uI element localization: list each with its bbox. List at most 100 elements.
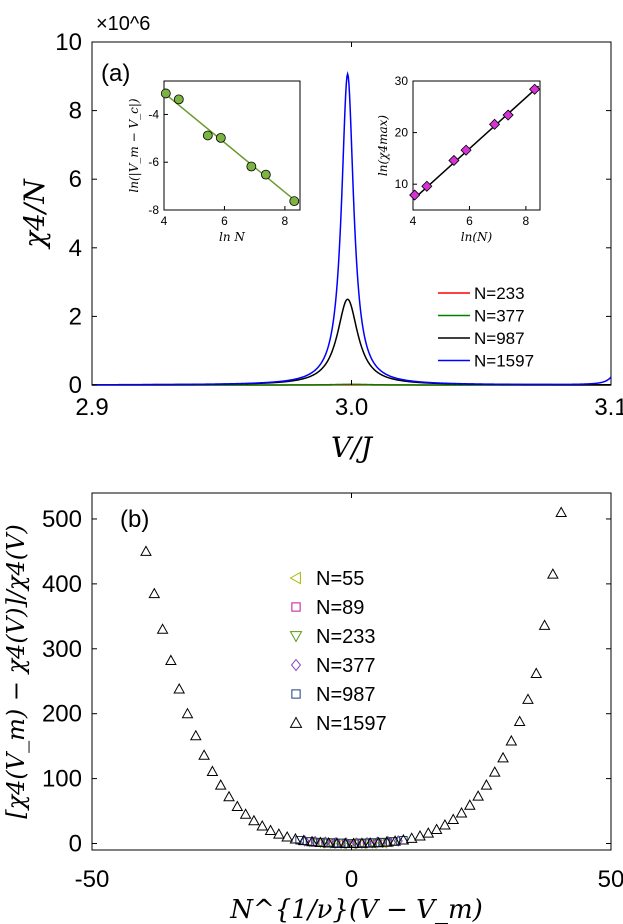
point-n-1597 [405, 832, 418, 843]
point-n-1597 [530, 667, 543, 678]
point-n-1597 [472, 790, 484, 801]
y-tick-label: 400 [42, 571, 82, 598]
inset-y-tick-label: 30 [395, 74, 409, 88]
inset-log-chi-max: 4 6 8 10 20 30 ln(N) ln(χ4max) [376, 74, 541, 244]
inset-point [289, 196, 300, 207]
inset-log-distance: 4 6 8 -4 -6 -8 ln N ln(|V_m − V_c|) [127, 80, 301, 244]
point-n-1597 [547, 568, 559, 579]
inset-point [448, 154, 460, 167]
legend-label: N=233 [316, 626, 376, 648]
inset-x-tick-label: 6 [466, 214, 473, 228]
point-n-1597 [306, 835, 318, 847]
axis-exponent-label: ×10^6 [96, 13, 150, 35]
legend-marker [289, 716, 303, 728]
point-n-1597 [480, 779, 493, 790]
point-n-1597 [372, 836, 385, 848]
inset-point [488, 118, 501, 130]
inset-point [173, 94, 184, 105]
y-axis-label: [χ4(V_m) − χ4(V)]/χ4(V) [2, 524, 30, 819]
point-n-1597 [397, 833, 410, 845]
y-axis-label: χ4/N [18, 178, 51, 250]
y-tick-label: 10 [55, 29, 82, 56]
point-n-1597 [422, 827, 435, 838]
panel-b-legend: N=55 N=89 N=233 N=377 N=987 N=1597 [289, 568, 387, 735]
point-n-1597 [181, 707, 194, 719]
legend-label: N=377 [474, 307, 525, 326]
y-tick-label: 2 [69, 303, 82, 330]
y-tick-label: 200 [42, 701, 82, 728]
legend-label: N=987 [474, 329, 525, 348]
point-n-1597 [314, 836, 327, 847]
inset-x-tick-label: 8 [523, 214, 530, 228]
point-n-1597 [289, 832, 302, 844]
panel-a-label: (a) [101, 60, 130, 87]
point-n-1597 [497, 751, 509, 763]
point-n-1597 [356, 837, 368, 848]
point-n-987 [336, 838, 346, 848]
point-n-1597 [505, 734, 518, 746]
y-tick-label: 6 [69, 166, 82, 193]
point-n-1597 [538, 619, 551, 630]
inset-y-tick-label: -8 [148, 203, 159, 217]
panel-a-axes: 2.9 3.0 3.1 0 2 4 6 8 10 V/J χ4/N ×10^6 [18, 13, 623, 464]
inset-point [409, 189, 421, 201]
point-n-1597 [455, 806, 468, 818]
point-n-1597 [513, 715, 526, 726]
point-n-1597 [198, 749, 210, 760]
point-n-1597 [339, 837, 352, 849]
point-n-1597 [248, 814, 260, 826]
legend-label: N=377 [316, 655, 376, 677]
y-tick-label: 4 [69, 235, 82, 262]
inset-frame [412, 80, 541, 211]
inset-point [202, 130, 213, 141]
y-tick-label: 300 [42, 636, 82, 663]
x-tick-label: 3.0 [335, 394, 368, 421]
point-n-1597 [430, 823, 443, 835]
legend-marker [290, 658, 302, 672]
y-tick-label: 100 [42, 766, 82, 793]
inset-x-tick-label: 6 [221, 214, 228, 228]
inset-point [215, 132, 226, 143]
inset-point [460, 144, 472, 156]
inset-point [246, 161, 257, 172]
panel-b-label: (b) [120, 506, 149, 533]
x-tick-label: 50 [598, 866, 623, 893]
point-n-1597 [272, 828, 285, 839]
inset-y-tick-label: 10 [395, 177, 409, 191]
legend-marker [289, 631, 303, 643]
inset-point [160, 88, 171, 99]
point-n-1597 [380, 836, 393, 847]
legend-label: N=89 [316, 597, 364, 619]
point-n-377 [352, 837, 362, 849]
point-n-1597 [148, 587, 161, 599]
point-n-1597 [140, 545, 152, 556]
point-n-1597 [256, 819, 269, 831]
inset-y-tick-label: -4 [148, 107, 159, 121]
point-n-1597 [439, 818, 451, 830]
point-n-1597 [189, 729, 202, 741]
point-n-1597 [239, 808, 252, 819]
inset-point [260, 169, 271, 180]
x-tick-label: 3.1 [594, 394, 623, 421]
point-n-1597 [488, 766, 501, 777]
x-tick-label: 0 [345, 866, 358, 893]
point-n-1597 [156, 623, 169, 634]
point-n-987 [326, 838, 335, 847]
point-n-1597 [206, 765, 219, 776]
inset-y-label: ln(χ4max) [376, 115, 390, 176]
y-tick-label: 500 [42, 506, 82, 533]
inset-frame [163, 80, 301, 211]
curve-n-1597 [91, 70, 612, 386]
point-n-1597 [264, 824, 277, 836]
x-axis-label: N^{1/ν}(V − V_m) [229, 895, 483, 924]
inset-point [421, 180, 433, 192]
inset-x-tick-label: 4 [161, 214, 168, 228]
x-tick-label: 2.9 [75, 394, 108, 421]
y-tick-label: 0 [69, 831, 82, 858]
point-n-1597 [281, 830, 293, 842]
point-n-1597 [364, 837, 377, 848]
